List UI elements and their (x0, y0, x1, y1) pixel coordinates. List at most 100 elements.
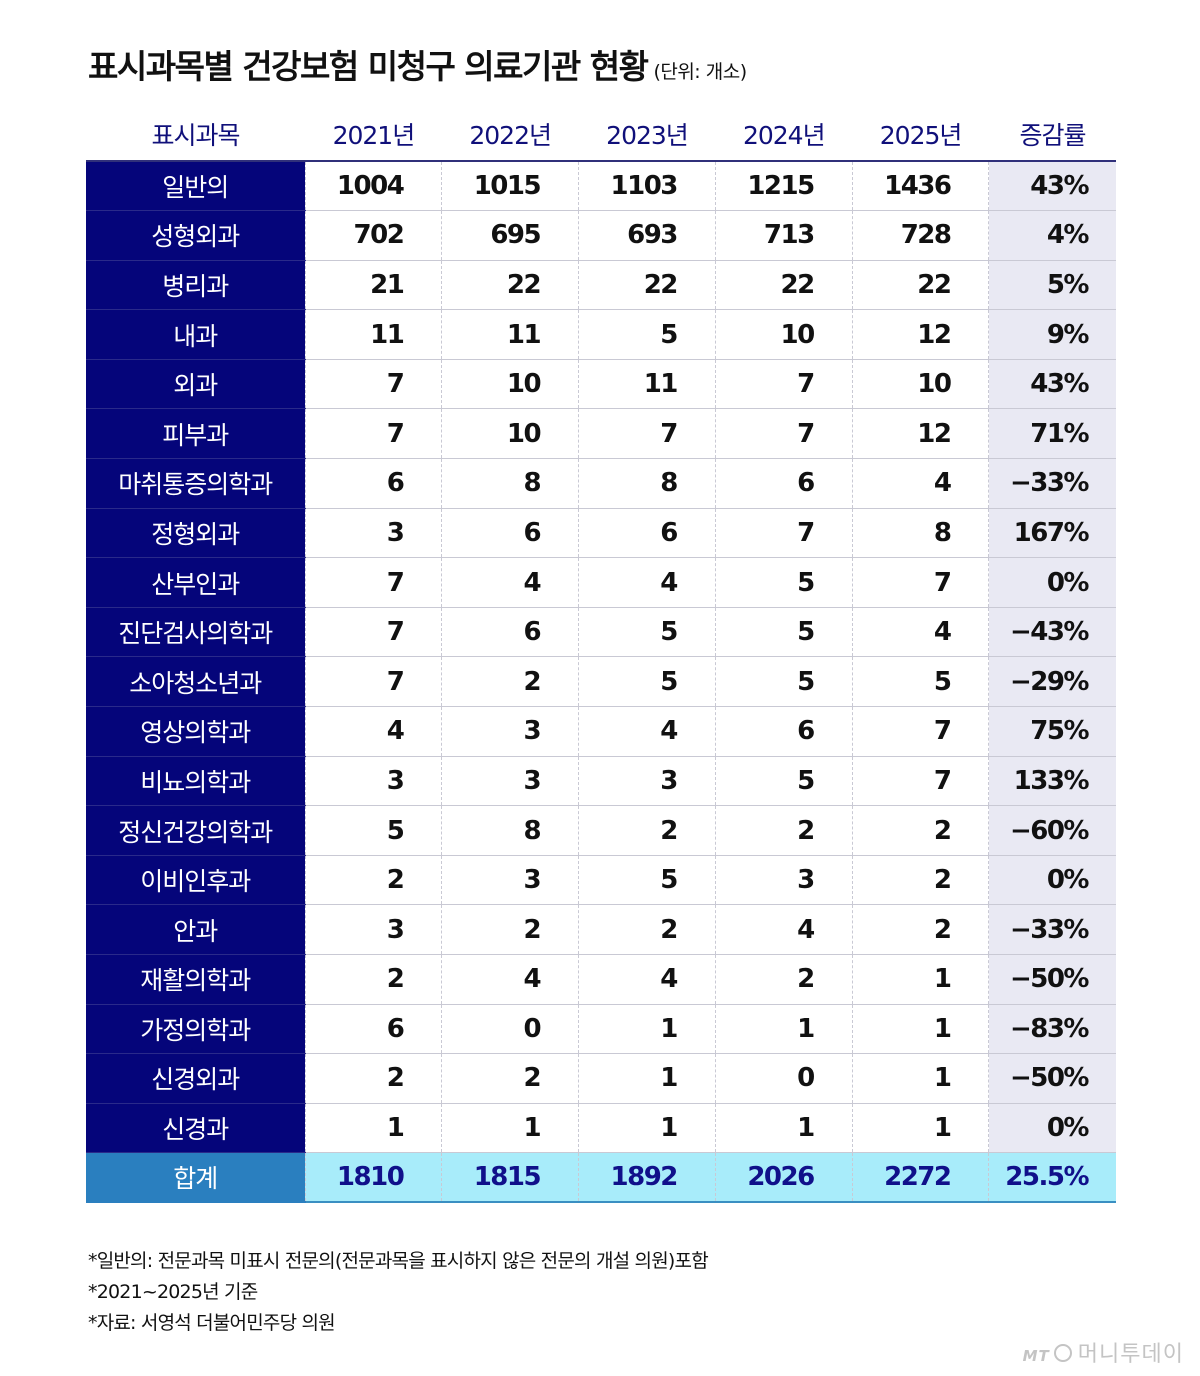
footnote: *2021~2025년 기준 (88, 1281, 258, 1303)
column-header: 2025년 (852, 108, 989, 162)
subject-cell: 이비인후과 (86, 855, 305, 906)
rate-cell: −50% (988, 954, 1116, 1005)
total-row: 합계 1810 1815 1892 2026 2272 25.5% (86, 1152, 1116, 1204)
subject-cell: 재활의학과 (86, 954, 305, 1005)
value-cell: 3 (304, 904, 442, 955)
value-cell: 1 (304, 1103, 442, 1154)
rate-cell: 0% (988, 557, 1116, 608)
value-cell: 7 (714, 508, 853, 559)
table-row: 산부인과 7 4 4 5 7 0% (86, 557, 1116, 608)
data-table: 표시과목 2021년 2022년 2023년 2024년 2025년 증감률 일… (86, 108, 1116, 1204)
footnote: *일반의: 전문과목 미표시 전문의(전문과목을 표시하지 않은 전문의 개설 … (88, 1250, 709, 1272)
value-cell: 4 (851, 607, 989, 658)
subject-cell: 진단검사의학과 (86, 607, 305, 658)
value-cell: 12 (851, 408, 989, 460)
value-cell: 10 (441, 359, 579, 410)
table-row: 피부과 7 10 7 7 12 71% (86, 408, 1116, 460)
value-cell: 1 (714, 1004, 853, 1055)
subject-cell: 신경외과 (86, 1053, 305, 1104)
value-cell: 8 (578, 458, 716, 509)
value-cell: 2 (714, 805, 853, 856)
value-cell: 11 (578, 359, 716, 410)
value-cell: 2 (441, 1053, 579, 1104)
value-cell: 1004 (304, 161, 442, 212)
rate-cell: 25.5% (988, 1152, 1116, 1204)
value-cell: 1103 (578, 161, 716, 212)
value-cell: 713 (714, 210, 853, 261)
value-cell: 3 (441, 756, 579, 807)
value-cell: 693 (578, 210, 716, 261)
value-cell: 1 (851, 1053, 989, 1104)
value-cell: 22 (714, 260, 853, 311)
value-cell: 6 (304, 458, 442, 509)
value-cell: 6 (304, 1004, 442, 1055)
rate-cell: 4% (988, 210, 1116, 261)
value-cell: 1 (851, 1103, 989, 1154)
value-cell: 22 (851, 260, 989, 311)
value-cell: 5 (714, 656, 853, 708)
table-row: 이비인후과 2 3 5 3 2 0% (86, 855, 1116, 906)
value-cell: 695 (441, 210, 579, 261)
table-row: 신경과 1 1 1 1 1 0% (86, 1103, 1116, 1154)
value-cell: 7 (304, 408, 442, 460)
value-cell: 4 (578, 557, 716, 608)
table-row: 가정의학과 6 0 1 1 1 −83% (86, 1004, 1116, 1055)
brand-swoosh-icon (1053, 1344, 1072, 1362)
table-row: 성형외과 702 695 693 713 728 4% (86, 210, 1116, 261)
table-row: 정형외과 3 6 6 7 8 167% (86, 508, 1116, 559)
rate-cell: −50% (988, 1053, 1116, 1104)
value-cell: 7 (578, 408, 716, 460)
value-cell: 3 (441, 855, 579, 906)
column-header: 증감률 (988, 108, 1116, 162)
brand-name: 머니투데이 (1077, 1342, 1184, 1367)
table-row: 진단검사의학과 7 6 5 5 4 −43% (86, 607, 1116, 658)
value-cell: 728 (851, 210, 989, 261)
column-header: 2022년 (441, 108, 579, 162)
value-cell: 1215 (714, 161, 853, 212)
table-row: 영상의학과 4 3 4 6 7 75% (86, 706, 1116, 757)
value-cell: 7 (304, 656, 442, 708)
value-cell: 3 (714, 855, 853, 906)
table-row: 병리과 21 22 22 22 22 5% (86, 260, 1116, 311)
rate-cell: 133% (988, 756, 1116, 807)
subject-cell: 외과 (86, 359, 305, 410)
value-cell: 1 (851, 1004, 989, 1055)
rate-cell: −33% (988, 904, 1116, 955)
rate-cell: 0% (988, 1103, 1116, 1154)
value-cell: 2 (304, 954, 442, 1005)
value-cell: 4 (578, 706, 716, 757)
value-cell: 1 (578, 1053, 716, 1104)
value-cell: 1436 (851, 161, 989, 212)
value-cell: 7 (304, 607, 442, 658)
value-cell: 5 (714, 557, 853, 608)
value-cell: 7 (851, 706, 989, 757)
value-cell: 3 (578, 756, 716, 807)
value-cell: 11 (441, 309, 579, 360)
value-cell: 10 (714, 309, 853, 360)
column-header: 2024년 (715, 108, 853, 162)
rate-cell: −29% (988, 656, 1116, 708)
value-cell: 11 (304, 309, 442, 360)
value-cell: 1015 (441, 161, 579, 212)
value-cell: 1810 (304, 1152, 442, 1204)
rate-cell: 167% (988, 508, 1116, 559)
subject-cell: 일반의 (86, 161, 305, 212)
value-cell: 5 (578, 855, 716, 906)
table-row: 내과 11 11 5 10 12 9% (86, 309, 1116, 360)
value-cell: 4 (304, 706, 442, 757)
value-cell: 1 (714, 1103, 853, 1154)
value-cell: 4 (714, 904, 853, 955)
value-cell: 3 (304, 756, 442, 807)
value-cell: 2 (578, 904, 716, 955)
subject-cell: 병리과 (86, 260, 305, 311)
value-cell: 2 (851, 805, 989, 856)
value-cell: 5 (578, 656, 716, 708)
value-cell: 8 (851, 508, 989, 559)
total-label: 합계 (86, 1152, 305, 1204)
brand-logo: MT 머니투데이 (1023, 1336, 1184, 1368)
subject-cell: 정형외과 (86, 508, 305, 559)
value-cell: 6 (714, 706, 853, 757)
table-row: 외과 7 10 11 7 10 43% (86, 359, 1116, 410)
value-cell: 6 (441, 508, 579, 559)
value-cell: 4 (851, 458, 989, 509)
